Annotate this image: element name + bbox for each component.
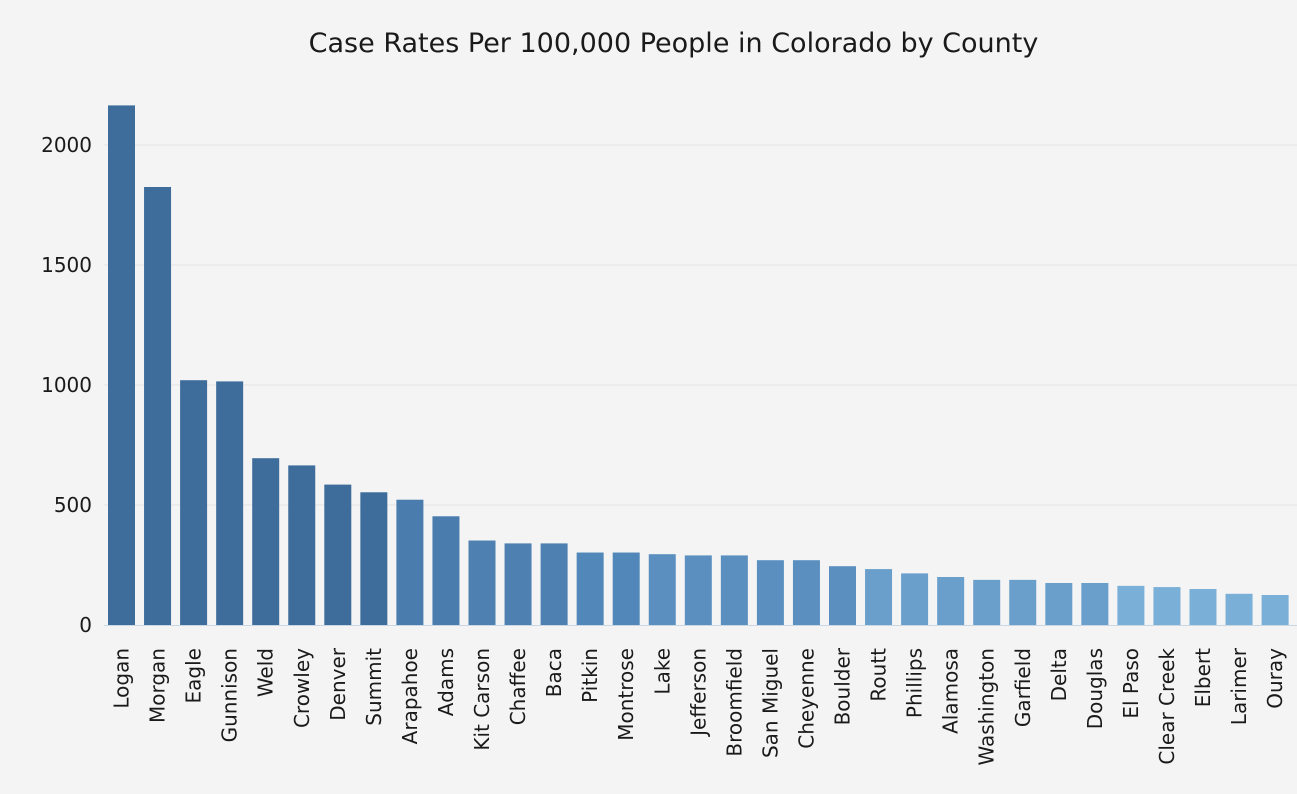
bar-summit	[360, 492, 388, 625]
bar-elbert	[1189, 589, 1217, 625]
bar-cheyenne	[792, 560, 820, 625]
bar-lake	[648, 554, 676, 625]
bar-garfield	[1009, 579, 1037, 625]
x-tick-label-crowley: Crowley	[290, 648, 314, 728]
x-tick-label-larimer: Larimer	[1227, 647, 1251, 725]
bar-ouray	[1261, 595, 1289, 625]
bar-clear-creek	[1153, 587, 1181, 625]
x-tick-label-clear-creek: Clear Creek	[1155, 648, 1179, 765]
bar-crowley	[288, 465, 316, 625]
x-tick-label-baca: Baca	[542, 648, 566, 697]
x-axis: Logan Morgan Eagle Gunnison Weld Crowley Denve…	[110, 647, 1288, 765]
y-tick-label-500: 500	[54, 493, 92, 517]
chart-title: Case Rates Per 100,000 People in Colorad…	[308, 28, 1039, 59]
x-tick-label-pitkin: Pitkin	[578, 648, 602, 703]
y-axis: 0 500 1000 1500 2000	[41, 133, 92, 637]
grid-layer	[104, 144, 1297, 626]
bar-delta	[1045, 583, 1073, 625]
bar-routt	[865, 569, 893, 625]
x-tick-label-chaffee: Chaffee	[506, 648, 530, 725]
bar-phillips	[901, 573, 929, 625]
bar-douglas	[1081, 583, 1109, 625]
bar-montrose	[612, 552, 640, 625]
bar-weld	[252, 458, 280, 625]
x-tick-label-montrose: Montrose	[614, 648, 638, 741]
bar-el-paso	[1117, 585, 1145, 625]
x-tick-label-arapahoe: Arapahoe	[398, 648, 422, 744]
bar-boulder	[829, 566, 856, 625]
bar-larimer	[1225, 593, 1253, 625]
x-tick-label-routt: Routt	[867, 648, 891, 702]
bar-san-miguel	[756, 560, 784, 625]
bar-morgan	[144, 187, 172, 625]
bar-denver	[324, 484, 352, 625]
x-tick-label-eagle: Eagle	[182, 648, 206, 703]
bar-jefferson	[684, 555, 712, 625]
x-tick-label-san-miguel: San Miguel	[758, 648, 782, 758]
bar-chaffee	[504, 543, 532, 625]
bar-broomfield	[720, 555, 748, 625]
bar-kit-carson	[468, 540, 496, 625]
x-tick-label-lake: Lake	[650, 648, 674, 695]
x-tick-label-logan: Logan	[110, 648, 134, 709]
bars-layer	[108, 105, 1289, 625]
x-tick-label-kit-carson: Kit Carson	[470, 648, 494, 751]
x-tick-label-morgan: Morgan	[146, 648, 170, 723]
x-tick-label-el-paso: El Paso	[1119, 648, 1143, 719]
x-tick-label-douglas: Douglas	[1083, 648, 1107, 729]
x-tick-label-garfield: Garfield	[1011, 648, 1035, 727]
y-tick-label-1500: 1500	[41, 253, 92, 277]
x-tick-label-delta: Delta	[1047, 648, 1071, 701]
x-tick-label-jefferson: Jefferson	[686, 648, 710, 738]
bar-gunnison	[216, 381, 244, 625]
y-tick-label-2000: 2000	[41, 133, 92, 157]
y-tick-label-1000: 1000	[41, 373, 92, 397]
x-tick-label-denver: Denver	[326, 647, 350, 721]
bar-pitkin	[576, 552, 604, 625]
x-tick-label-elbert: Elbert	[1191, 648, 1215, 707]
x-tick-label-cheyenne: Cheyenne	[794, 648, 818, 749]
bar-adams	[432, 516, 460, 625]
bar-baca	[540, 543, 568, 625]
bar-arapahoe	[396, 499, 424, 625]
x-tick-label-summit: Summit	[362, 648, 386, 726]
y-tick-label-0: 0	[79, 613, 92, 637]
bar-alamosa	[937, 577, 965, 625]
x-tick-label-alamosa: Alamosa	[939, 648, 963, 734]
bar-logan	[108, 105, 135, 625]
bar-eagle	[180, 380, 208, 625]
x-tick-label-gunnison: Gunnison	[218, 648, 242, 742]
x-tick-label-washington: Washington	[975, 648, 999, 766]
x-tick-label-adams: Adams	[434, 648, 458, 716]
x-tick-label-broomfield: Broomfield	[722, 648, 746, 757]
x-tick-label-ouray: Ouray	[1263, 648, 1287, 709]
x-tick-label-weld: Weld	[254, 648, 278, 697]
x-tick-label-boulder: Boulder	[831, 647, 855, 725]
bar-washington	[973, 579, 1001, 625]
x-tick-label-phillips: Phillips	[903, 648, 927, 718]
